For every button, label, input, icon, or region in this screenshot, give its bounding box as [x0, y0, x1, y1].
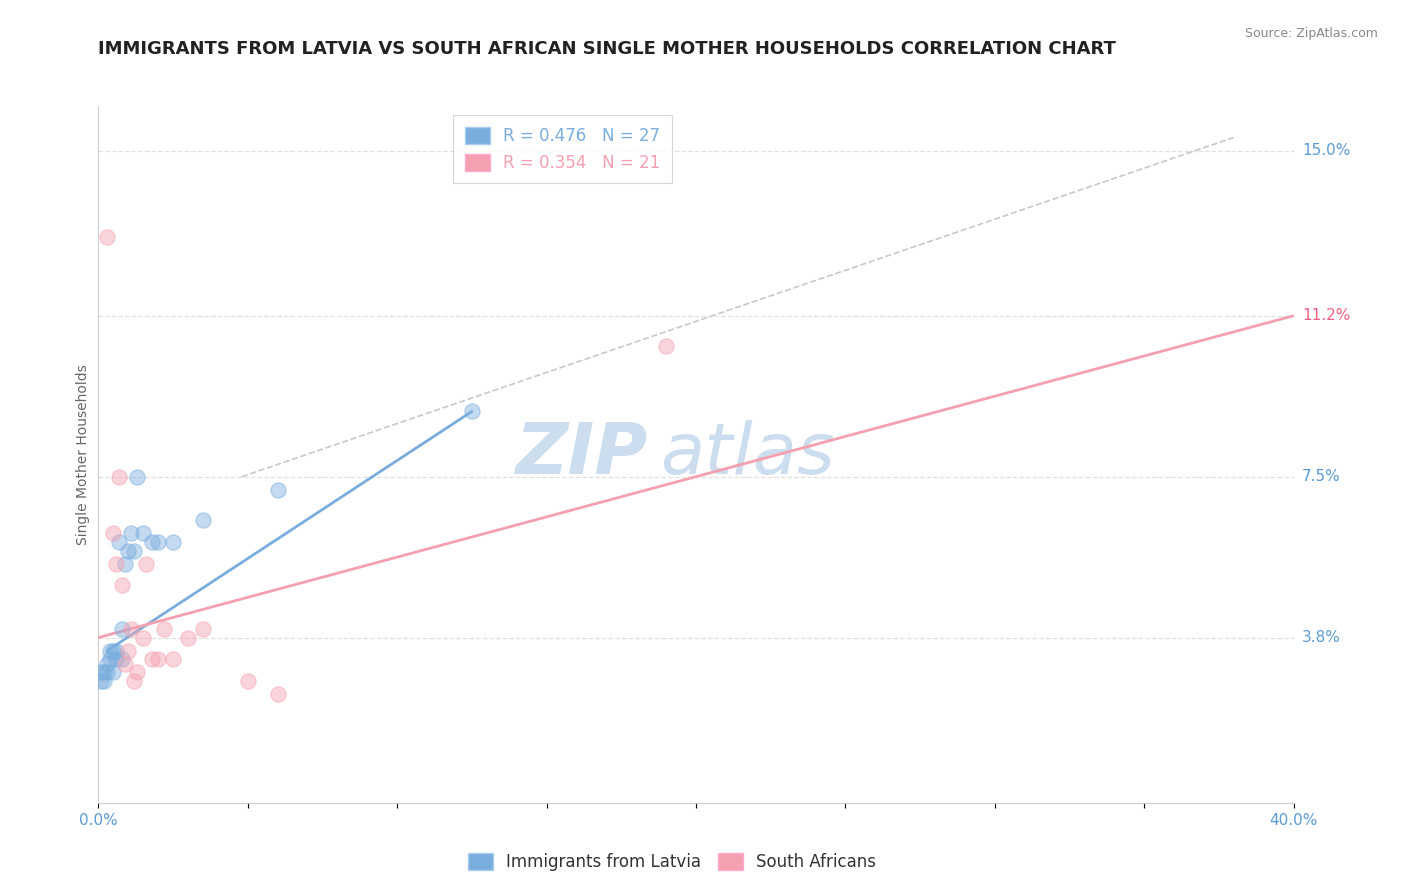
- Point: [141, 652, 163, 666]
- Y-axis label: Single Mother Households: Single Mother Households: [76, 365, 90, 545]
- Point: [114, 557, 136, 571]
- Point: [120, 622, 142, 636]
- Point: [148, 652, 170, 666]
- Point: [141, 535, 163, 549]
- Point: [103, 643, 125, 657]
- Point: [135, 557, 157, 571]
- Point: [132, 526, 155, 541]
- Text: Source: ZipAtlas.com: Source: ZipAtlas.com: [1244, 27, 1378, 40]
- Point: [93, 665, 115, 680]
- Point: [127, 469, 149, 483]
- Point: [90, 674, 112, 689]
- Point: [114, 657, 136, 671]
- Text: ZIP: ZIP: [516, 420, 648, 490]
- Point: [98, 643, 122, 657]
- Point: [191, 622, 214, 636]
- Point: [105, 557, 128, 571]
- Point: [98, 652, 122, 666]
- Legend: Immigrants from Latvia, South Africans: Immigrants from Latvia, South Africans: [461, 847, 883, 878]
- Point: [108, 469, 131, 483]
- Point: [117, 643, 139, 657]
- Point: [105, 652, 128, 666]
- Point: [236, 674, 259, 689]
- Point: [655, 339, 678, 353]
- Point: [153, 622, 176, 636]
- Point: [111, 652, 134, 666]
- Point: [124, 674, 146, 689]
- Point: [132, 631, 155, 645]
- Point: [267, 687, 290, 701]
- Point: [111, 578, 134, 592]
- Point: [177, 631, 200, 645]
- Point: [162, 535, 184, 549]
- Point: [105, 643, 128, 657]
- Point: [162, 652, 184, 666]
- Point: [127, 665, 149, 680]
- Point: [90, 665, 112, 680]
- Text: atlas: atlas: [661, 420, 835, 490]
- Point: [120, 526, 142, 541]
- Point: [93, 674, 115, 689]
- Text: IMMIGRANTS FROM LATVIA VS SOUTH AFRICAN SINGLE MOTHER HOUSEHOLDS CORRELATION CHA: IMMIGRANTS FROM LATVIA VS SOUTH AFRICAN …: [98, 40, 1116, 58]
- Point: [148, 535, 170, 549]
- Point: [117, 543, 139, 558]
- Text: 7.5%: 7.5%: [1302, 469, 1340, 484]
- Text: 11.2%: 11.2%: [1302, 309, 1350, 323]
- Point: [461, 404, 484, 418]
- Point: [111, 622, 134, 636]
- Point: [103, 526, 125, 541]
- Point: [191, 513, 214, 527]
- Point: [96, 657, 118, 671]
- Point: [267, 483, 290, 497]
- Point: [96, 230, 118, 244]
- Text: 3.8%: 3.8%: [1302, 630, 1341, 645]
- Text: 15.0%: 15.0%: [1302, 143, 1350, 158]
- Point: [108, 535, 131, 549]
- Point: [103, 665, 125, 680]
- Point: [96, 665, 118, 680]
- Point: [124, 543, 146, 558]
